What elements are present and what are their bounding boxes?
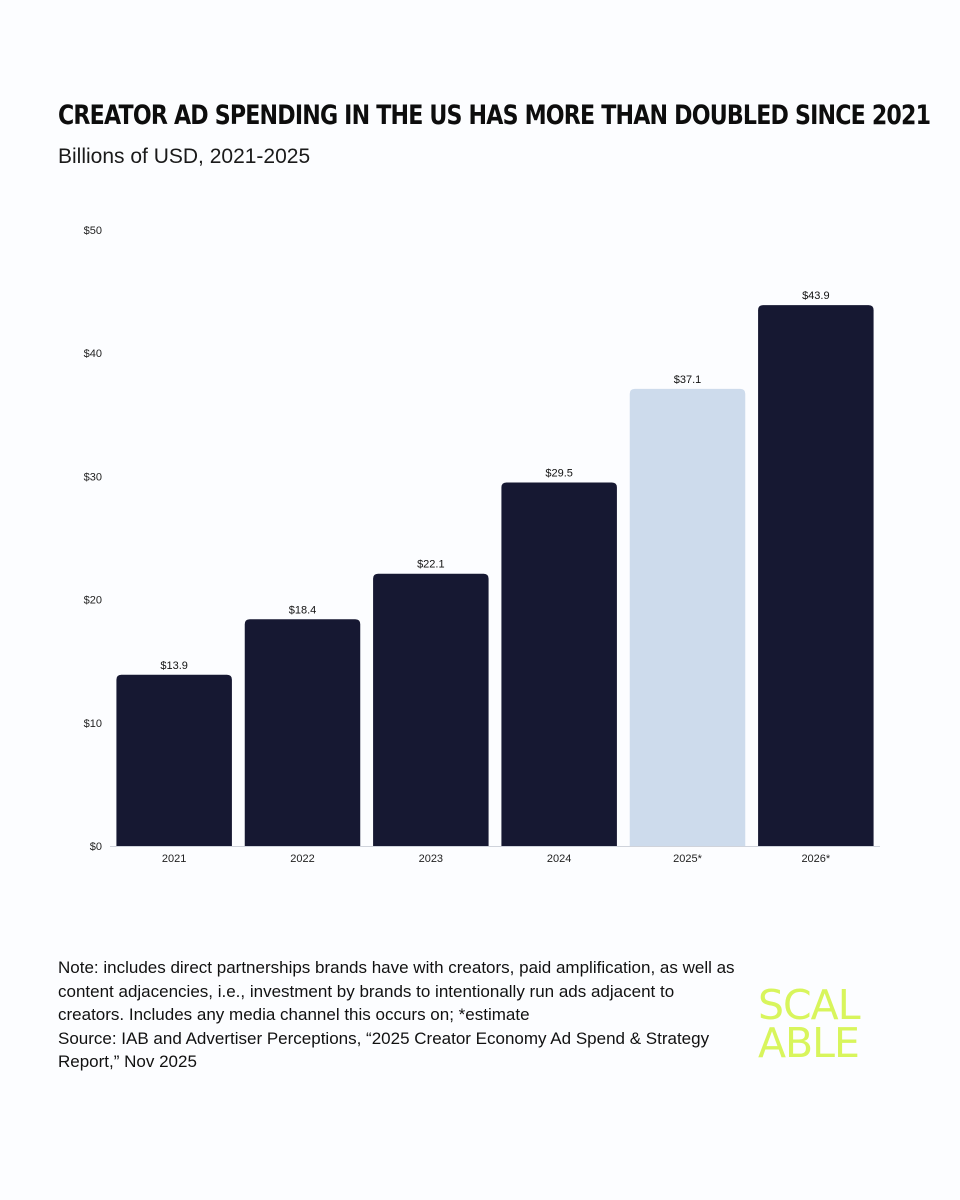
y-tick-label: $40 [84,348,102,360]
y-tick-label: $20 [84,595,102,607]
bar-value-label: $37.1 [674,374,702,386]
brand-logo: SCAL ABLE [758,981,888,1067]
footnote: Note: includes direct partnerships brand… [58,956,738,1074]
y-tick-label: $50 [84,225,102,237]
x-tick-label: 2022 [290,853,314,865]
x-tick-label: 2021 [162,853,186,865]
x-axis: 2021 2022 2023 2024 2025* 2026* [110,846,880,865]
bar-2025 [629,388,746,846]
x-tick-label: 2026* [801,853,830,865]
y-tick-label: $10 [84,718,102,730]
bar-2026 [758,305,874,847]
x-tick-label: 2024 [547,853,571,865]
y-axis: $0 $10 $20 $30 $40 $50 [84,225,102,853]
bar-value-label: $18.4 [289,604,317,616]
bar-2024 [501,482,617,846]
y-tick-label: $0 [90,841,102,853]
x-tick-label: 2023 [419,853,443,865]
bar-2023 [373,573,489,846]
bar-value-label: $13.9 [160,660,188,672]
y-tick-label: $30 [84,471,102,483]
bar-value-label: $22.1 [417,559,445,571]
bar-value-label: $29.5 [545,468,573,480]
logo-line-1: SCAL [758,981,861,1029]
bar-2022 [244,619,361,846]
bars: $13.9 $18.4 $22.1 $29.5 $37.1 $43.9 [116,290,874,847]
footnote-source: Source: IAB and Advertiser Perceptions, … [58,1028,710,1072]
chart-subtitle: Billions of USD, 2021-2025 [58,145,311,168]
bar-value-label: $43.9 [802,290,830,302]
bar-2021 [116,674,232,846]
logo-line-2: ABLE [758,1019,860,1067]
footnote-note: Note: includes direct partnerships brand… [58,958,735,1024]
x-tick-label: 2025* [673,853,702,865]
